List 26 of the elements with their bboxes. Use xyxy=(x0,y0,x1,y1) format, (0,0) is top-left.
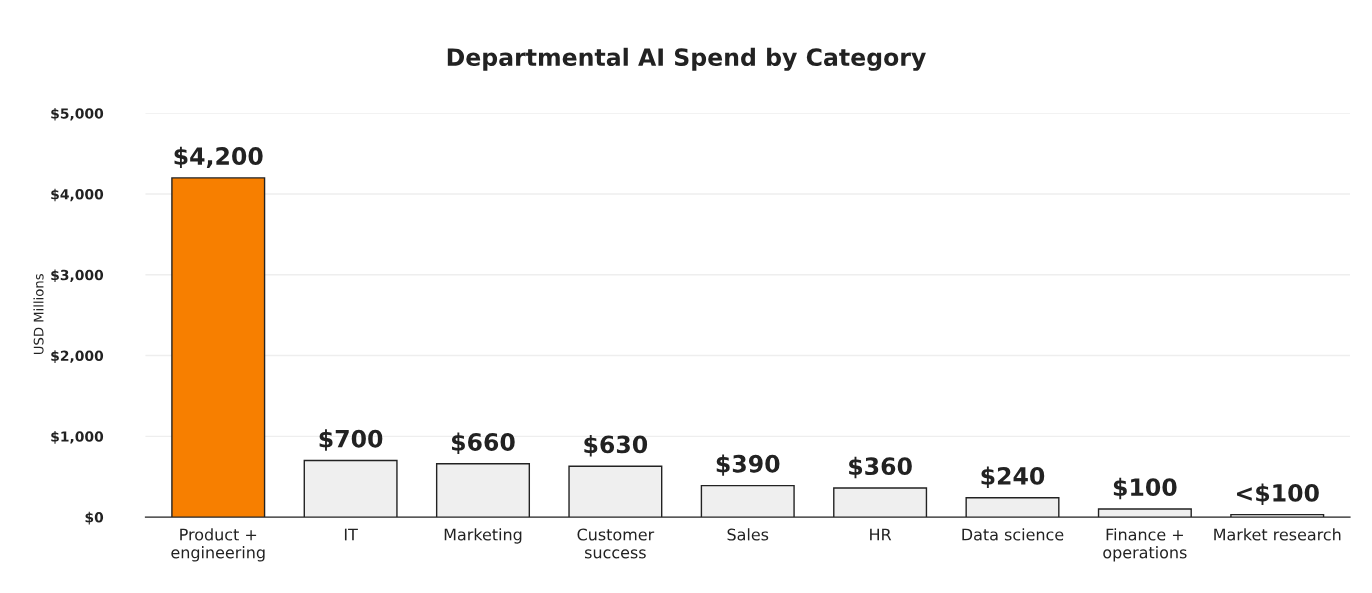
y-tick-label: $1,000 xyxy=(51,431,104,444)
data-label: <$100 xyxy=(1236,483,1319,505)
x-tick-label: Data science xyxy=(962,528,1064,541)
data-label: $4,200 xyxy=(174,146,263,169)
x-tick-label: Marketing xyxy=(444,528,522,544)
x-tick-label: Finance + operations xyxy=(1103,528,1187,562)
y-tick-label: $4,000 xyxy=(51,188,104,202)
data-label: $660 xyxy=(451,432,515,455)
data-label: $700 xyxy=(319,429,383,451)
x-tick-label: Product + engineering xyxy=(171,528,265,562)
data-label: $630 xyxy=(584,435,648,457)
y-tick-label: $5,000 xyxy=(51,107,104,121)
data-label: $100 xyxy=(1113,477,1177,500)
data-label: $390 xyxy=(716,454,780,476)
data-label: $240 xyxy=(981,466,1045,488)
data-label: $360 xyxy=(849,456,912,479)
y-tick-label: $0 xyxy=(85,511,104,525)
chart-title: Departmental AI Spend by Category xyxy=(447,47,926,71)
y-axis-title: USD Millions xyxy=(33,274,44,355)
x-tick-label: IT xyxy=(344,528,358,541)
x-tick-label: Sales xyxy=(727,528,769,541)
y-tick-label: $2,000 xyxy=(51,350,104,363)
x-tick-label: Market research xyxy=(1214,528,1341,541)
x-tick-label: HR xyxy=(870,528,892,541)
x-tick-label: Customer success xyxy=(577,528,655,559)
y-tick-label: $3,000 xyxy=(51,269,104,283)
